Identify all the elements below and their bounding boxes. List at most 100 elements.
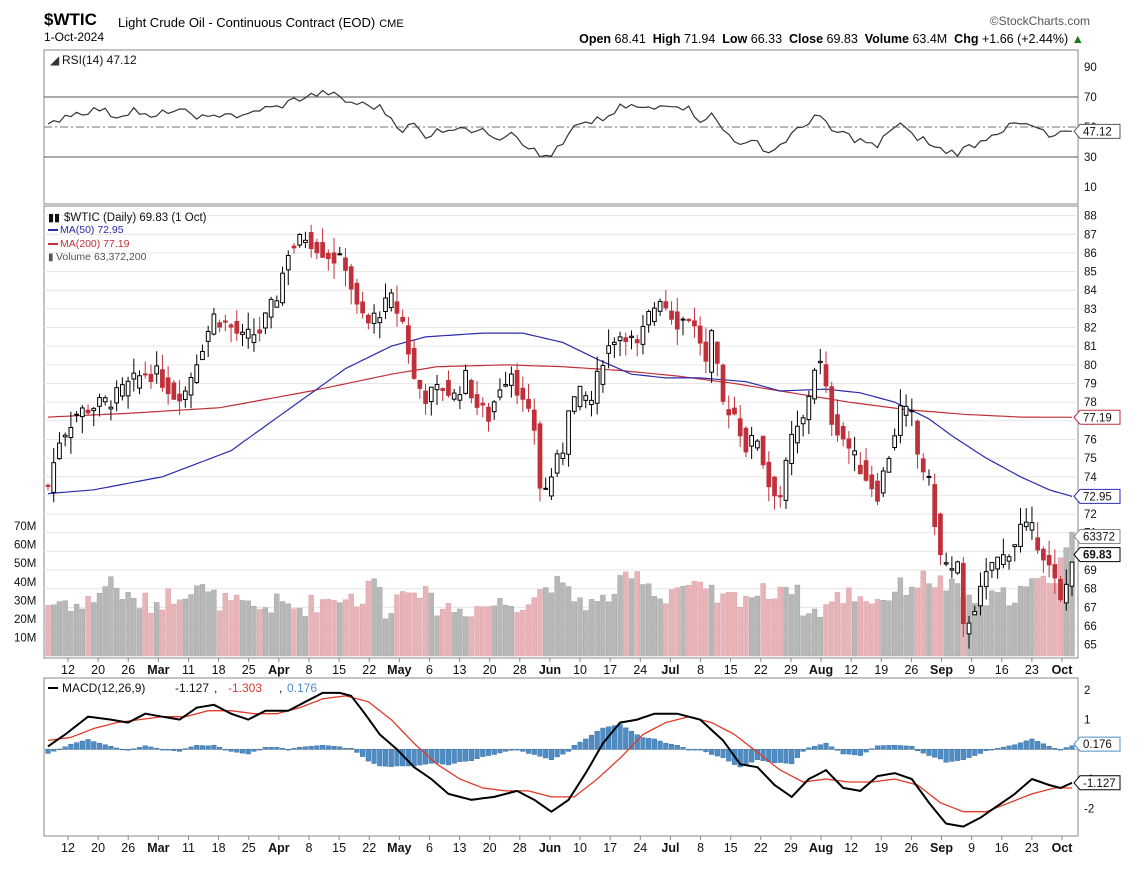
histogram-bar: [497, 749, 503, 754]
volume-bar: [520, 610, 526, 657]
date-tick-label: 6: [426, 841, 433, 855]
date-tick-label: 22: [362, 663, 376, 677]
histogram-bar: [640, 737, 646, 750]
price-tick-label: 87: [1084, 229, 1097, 241]
candle-body: [577, 385, 583, 408]
volume-bar: [886, 600, 892, 657]
histogram-bar: [342, 748, 349, 750]
histogram-bar: [125, 749, 131, 751]
volume-bar: [817, 616, 823, 657]
histogram-bar: [451, 749, 457, 764]
histogram-bar: [491, 749, 497, 755]
volume-bar: [611, 593, 618, 657]
candle-body: [1041, 548, 1046, 561]
histogram-bar: [468, 749, 474, 761]
candle-body: [663, 301, 669, 309]
histogram-bar: [56, 748, 63, 750]
ma200-value-tag: 77.19: [1083, 412, 1112, 424]
volume-bar: [480, 606, 486, 657]
histogram-bar: [377, 749, 383, 767]
volume-tick-label: 40M: [14, 577, 36, 589]
histogram-bar: [794, 749, 800, 758]
candle-body: [1012, 544, 1018, 548]
histogram-bar: [571, 744, 577, 750]
volume-bar: [880, 600, 886, 657]
candle-body: [966, 622, 972, 635]
candle-body: [646, 311, 652, 326]
macd-legend-value: -1.127: [175, 681, 209, 695]
histogram-bar: [1006, 745, 1012, 750]
candle-body: [589, 399, 594, 406]
histogram-bar: [783, 749, 789, 764]
candle-body: [1046, 554, 1052, 566]
histogram-bar: [560, 749, 566, 755]
price-legend-title: $WTIC (Daily) 69.83 (1 Oct): [64, 212, 207, 224]
histogram-bar: [611, 725, 617, 750]
candle-body: [829, 386, 835, 425]
volume-bar: [937, 575, 944, 657]
macd-line: [47, 691, 1073, 828]
volume-bar: [342, 599, 349, 657]
histogram-bar: [211, 744, 217, 750]
candle-body: [600, 365, 606, 385]
stockcharts-brand[interactable]: ©StockCharts.com: [989, 14, 1090, 28]
candle-body: [423, 390, 428, 404]
date-tick-label: 26: [121, 841, 135, 855]
date-tick-label: 11: [182, 841, 195, 855]
volume-bar: [279, 601, 286, 657]
volume-bar: [1052, 583, 1058, 657]
histogram-bar: [920, 749, 926, 754]
candle-body: [1000, 554, 1006, 565]
volume-bar: [434, 615, 440, 657]
histogram-bar: [709, 749, 715, 755]
histogram-bar: [228, 749, 234, 752]
candle-body: [388, 292, 394, 308]
rsi-legend: ◢ RSI(14) 47.12: [50, 53, 137, 67]
change-up-arrow-icon: ▲: [1071, 32, 1084, 46]
histogram-bar: [114, 747, 120, 750]
date-tick-label: Apr: [268, 841, 290, 855]
date-tick-label: 28: [513, 663, 527, 677]
candle-body: [97, 397, 102, 407]
volume-bar: [108, 576, 114, 657]
volume-bar: [142, 592, 148, 657]
candle-body: [280, 272, 285, 304]
candle-body: [354, 282, 360, 305]
volume-label: Volume: [864, 32, 909, 46]
volume-bar: [411, 592, 417, 657]
date-tick-label: 17: [603, 841, 617, 855]
macd-legend-comma-1: ,: [214, 681, 217, 695]
histogram-bar: [983, 749, 989, 751]
volume-tick-label: 10M: [14, 632, 36, 644]
histogram-bar: [697, 749, 703, 751]
date-tick-label: 28: [513, 841, 527, 855]
histogram-bar: [520, 749, 526, 752]
volume-bar: [646, 583, 652, 657]
volume-bar: [102, 586, 108, 657]
ma200-legend-label: MA(200) 77.19: [60, 238, 130, 250]
volume-bar: [73, 603, 80, 657]
candle-body: [165, 377, 171, 395]
change-label: Chg: [954, 32, 979, 46]
histogram-bar: [857, 749, 863, 756]
volume-bar: [994, 592, 1001, 657]
histogram-bar: [1029, 738, 1035, 750]
exchange-label: CME: [379, 18, 404, 30]
candle-body: [949, 568, 955, 571]
close-value: 69.83: [826, 32, 858, 46]
volume-bar: [760, 583, 766, 657]
price-tick-label: 80: [1084, 360, 1097, 372]
price-tick-label: 75: [1084, 453, 1097, 465]
histogram-bar: [503, 749, 509, 752]
rsi-tick-label: 10: [1084, 182, 1097, 194]
histogram-bar: [583, 738, 589, 750]
histogram-bar: [320, 744, 326, 750]
volume-bar: [440, 608, 446, 657]
candle-body: [486, 406, 491, 422]
volume-bar: [811, 608, 818, 657]
histogram-bar: [268, 747, 274, 750]
date-tick-label: Jul: [661, 663, 679, 677]
ma50-value-tag-box: [1073, 488, 1121, 504]
candle-body: [526, 399, 531, 409]
